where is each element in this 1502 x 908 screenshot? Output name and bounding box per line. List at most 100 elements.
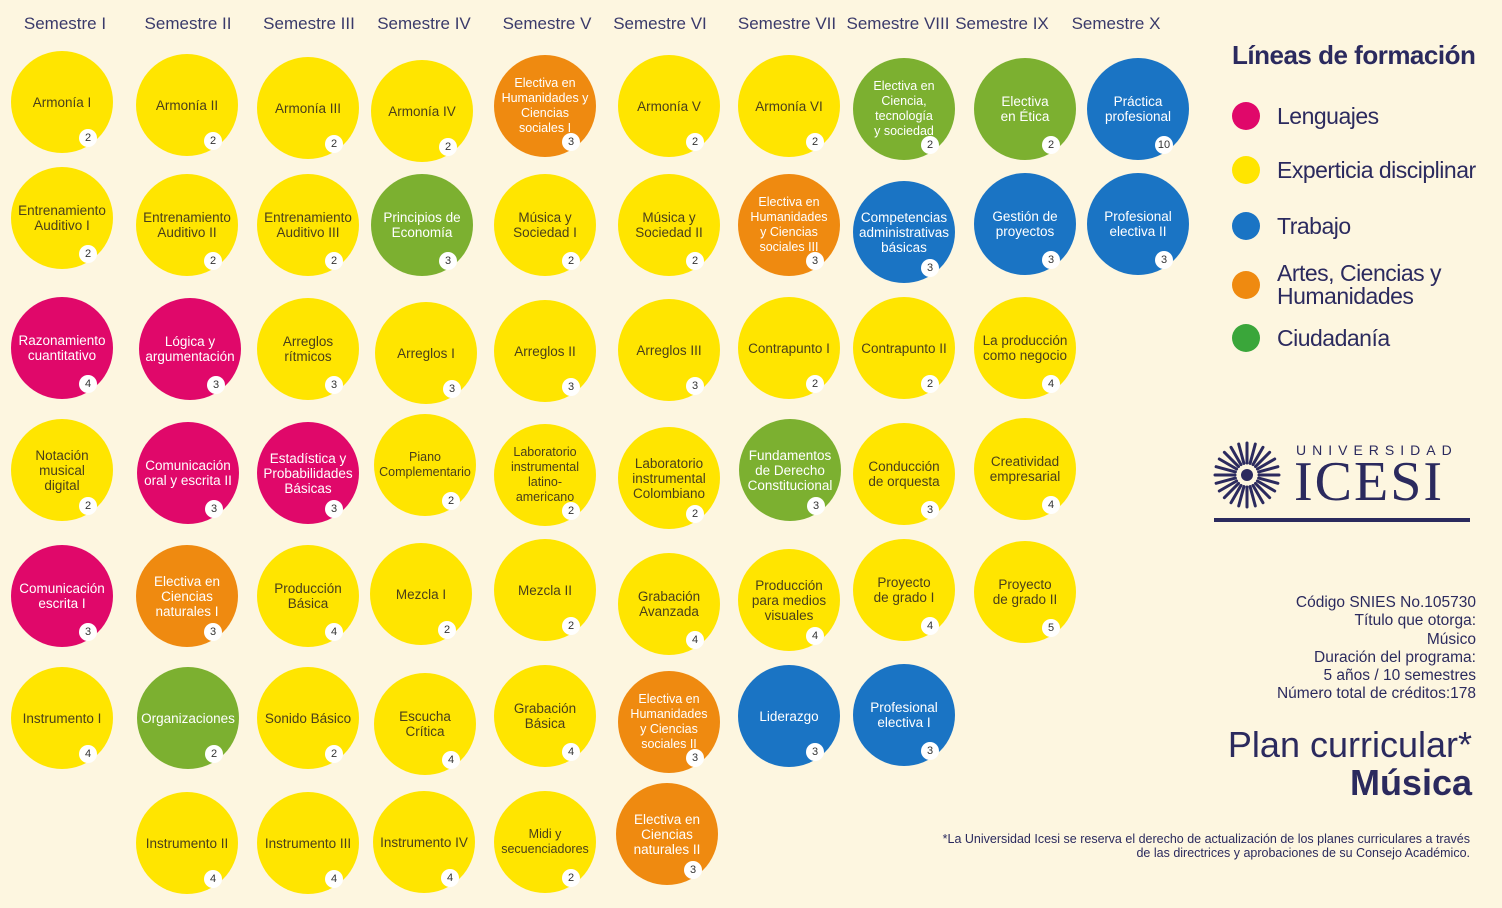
course-name: Grabación Avanzada [637,589,701,619]
course-circle: Estadística y Probabilidades Básicas 3 [257,422,359,524]
course-name: Producción para medios visuales [751,577,827,623]
legend-label: Ciudadanía [1277,324,1390,351]
course-credits-badge: 3 [207,376,225,394]
course-circle: Música y Sociedad II 2 [618,174,720,276]
snies-code: Código SNIES No.105730 [1295,594,1476,611]
course-circle: Entrenamiento Auditivo I 2 [11,167,113,269]
course-name: Mezcla I [395,586,447,602]
course-circle: Armonía V 2 [618,55,720,157]
course-circle: Instrumento II 4 [136,792,238,894]
course-credits-badge: 3 [204,623,222,641]
logo-university-text: UNIVERSIDAD [1296,442,1458,458]
legend-label: Artes, Ciencias y Humanidades [1277,260,1442,309]
course-circle: Gestión de proyectos 3 [974,173,1076,275]
university-logo: UNIVERSIDAD ICESI [1212,438,1474,528]
course-credits-badge: 2 [921,375,939,393]
course-credits-badge: 2 [438,621,456,639]
course-circle: Producción para medios visuales 4 [738,549,840,651]
course-credits-badge: 2 [439,138,457,156]
course-circle: Proyecto de grado II 5 [974,541,1076,643]
course-circle: Comunicación escrita I 3 [11,545,113,647]
course-name: Electiva en Humanidades y Ciencias socia… [630,692,708,751]
course-credits-badge: 2 [204,252,222,270]
course-circle: Arreglos rítmicos 3 [257,298,359,400]
course-circle: Arreglos II 3 [494,300,596,402]
course-credits-badge: 2 [205,745,223,763]
legend-item-ciudadania: Ciudadanía [1232,324,1390,352]
course-credits-badge: 4 [442,751,460,769]
course-name: Armonía II [155,97,219,113]
course-name: Armonía V [637,98,701,114]
course-name: Electiva en Ética [1000,94,1050,124]
course-credits-badge: 4 [1042,496,1060,514]
legend-label: Experticia disciplinar [1277,156,1476,183]
course-credits-badge: 2 [562,617,580,635]
course-name: Liderazgo [759,708,819,724]
course-circle: Mezcla II 2 [494,539,596,641]
course-circle: Entrenamiento Auditivo III 2 [257,174,359,276]
course-credits-badge: 10 [1155,136,1173,154]
semester-header-5: Semestre V [502,14,592,33]
course-name: Midi y secuenciadores [501,827,589,856]
course-credits-badge: 2 [686,505,704,523]
course-credits-badge: 4 [325,870,343,888]
legend-label: Lenguajes [1277,102,1379,129]
course-name: Organizaciones [141,710,235,726]
legend-dot-artes [1232,271,1260,299]
logo-ray [1248,442,1257,465]
program-name: Música [1349,762,1472,803]
legend-label: Trabajo [1277,212,1351,239]
course-credits-badge: 3 [921,742,939,760]
course-name: Electiva en Humanidades y Ciencias socia… [501,76,589,135]
course-name: Comunicación oral y escrita II [144,458,232,488]
course-credits-badge: 3 [806,743,824,761]
course-credits-badge: 4 [325,623,343,641]
course-circle: Fundamentos de Derecho Constitucional 3 [739,419,841,521]
course-name: Instrumento I [22,710,102,726]
course-credits-badge: 4 [204,870,222,888]
legend-dot-lenguajes [1232,102,1260,130]
logo-mark-icon [1213,441,1281,509]
semester-header-1: Semestre I [23,14,107,33]
logo-ray [1255,479,1277,493]
course-circle: Armonía I 2 [11,51,113,153]
course-circle: Comunicación oral y escrita II 3 [137,422,239,524]
course-credits-badge: 3 [562,133,580,151]
course-name: Arreglos I [397,345,455,361]
course-credits-badge: 3 [205,500,223,518]
course-credits-badge: 2 [79,245,97,263]
course-circle: La producción como negocio 4 [974,297,1076,399]
course-name: Profesional electiva I [870,700,938,730]
logo-ray [1222,450,1241,469]
course-credits-badge: 3 [443,380,461,398]
footnote: *La Universidad Icesi se reserva el dere… [942,832,1470,860]
course-name: Grabación Básica [513,701,577,731]
course-circle: Profesional electiva I 3 [853,664,955,766]
semester-header-9: Semestre IX [955,14,1049,33]
course-credits-badge: 2 [79,129,97,147]
logo-ray [1253,481,1272,500]
logo-ray [1237,485,1246,508]
course-circle: Proyecto de grado I 4 [853,539,955,641]
course-credits-badge: 2 [686,252,704,270]
plan-title-block: Plan curricular* Música [1228,726,1472,802]
course-name: Principios de Economía [383,210,461,240]
logo-ray [1222,481,1241,500]
course-credits-badge: 5 [1042,619,1060,637]
course-name: Laboratorio instrumental latino- america… [510,445,580,504]
course-circle: Electiva en Humanidades y Ciencias socia… [494,55,596,157]
program-info: Código SNIES No.105730 Título que otorga… [1277,594,1476,704]
course-credits-badge: 2 [79,497,97,515]
logo-ray [1251,483,1265,505]
course-credits-badge: 4 [686,631,704,649]
legend-title: Líneas de formación [1232,40,1476,70]
course-circle: Electiva en Ética 2 [974,58,1076,160]
course-name: Entrenamiento Auditivo I [18,203,106,233]
degree-title-label: Título que otorga: [1354,612,1477,630]
course-name: Arreglos rítmicos [282,334,334,364]
course-circle: Entrenamiento Auditivo II 2 [136,174,238,276]
course-credits-badge: 2 [806,375,824,393]
legend-item-artes: Artes, Ciencias y Humanidades [1232,260,1442,309]
course-credits-badge: 2 [562,252,580,270]
course-name: Instrumento II [145,835,229,851]
